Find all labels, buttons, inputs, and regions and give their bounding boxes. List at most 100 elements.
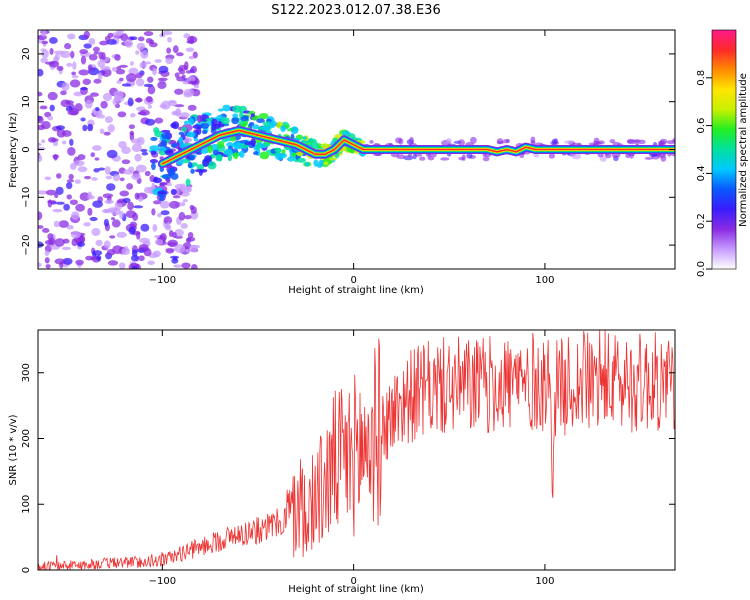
spectrogram-noise-blob xyxy=(66,179,75,183)
spectrogram-noise-blob xyxy=(135,164,147,173)
spectrogram-signal-blob xyxy=(233,152,239,160)
spectrogram-noise-blob xyxy=(178,211,186,221)
spectrogram-halo-blob xyxy=(571,153,582,160)
snr-ticks: −100 0 100 0 100 200 300 xyxy=(21,330,675,587)
spectrogram-noise-blob xyxy=(87,64,93,72)
spectrogram-signal-blob xyxy=(186,131,196,138)
spectrogram-noise-blob xyxy=(182,199,188,203)
spectrogram-noise-blob xyxy=(129,36,138,41)
spectrogram-noise-blob xyxy=(80,117,86,122)
spectrogram-halo-blob xyxy=(548,153,555,159)
spectrogram-noise-blob xyxy=(129,132,135,141)
spectrogram-halo-blob xyxy=(551,138,558,145)
spectrogram-noise-blob xyxy=(159,103,167,109)
spectrogram-noise-blob xyxy=(112,173,121,182)
spectrogram-noise-blob xyxy=(173,264,182,268)
spectrogram-noise-blob xyxy=(41,121,51,130)
spectrogram-noise-blob xyxy=(38,211,43,221)
spectrogram-noise-blob xyxy=(60,99,71,108)
spectrogram-halo-blob xyxy=(672,138,675,143)
spectrogram-noise-blob xyxy=(185,70,193,74)
spectrogram-signal-blob xyxy=(302,136,307,140)
spectrogram-signal-blob xyxy=(239,150,245,158)
spectrogram-noise-blob xyxy=(44,111,52,118)
spectrogram-noise-blob xyxy=(176,52,184,57)
spectrogram-noise-blob xyxy=(191,264,198,269)
spectrogram-noise-blob xyxy=(56,129,66,138)
spectrogram-halo-blob xyxy=(496,140,504,145)
spectrogram-noise-blob xyxy=(89,216,98,222)
spectrogram-ytick-label: −10 xyxy=(21,187,32,208)
spectrogram-noise-blob xyxy=(65,181,73,190)
spectrogram-noise-blob xyxy=(97,59,106,68)
spectrogram-noise-blob xyxy=(67,147,76,156)
spectrogram-halo-blob xyxy=(461,154,466,161)
spectrogram-noise-blob xyxy=(147,76,154,83)
spectrogram-noise-blob xyxy=(137,111,147,116)
spectrogram-noise-blob xyxy=(119,190,130,197)
spectrogram-noise-blob xyxy=(133,205,144,209)
spectrogram-signal-blob xyxy=(296,157,306,163)
spectrogram-signal-blob xyxy=(250,113,255,118)
spectrogram-noise-blob xyxy=(60,90,67,96)
spectrogram-noise-blob xyxy=(135,72,143,79)
spectrogram-noise-blob xyxy=(54,238,65,247)
spectrogram-noise-blob xyxy=(61,140,67,145)
spectrogram-noise-blob xyxy=(176,76,186,82)
spectrogram-noise-blob xyxy=(174,72,180,78)
spectrogram-signal-blob xyxy=(256,118,265,124)
spectrogram-noise-blob xyxy=(38,190,48,195)
snr-xtick-label: −100 xyxy=(149,576,176,587)
spectrogram-noise-blob xyxy=(128,67,139,75)
spectrogram-noise-blob xyxy=(127,97,134,107)
spectrogram-noise-blob xyxy=(174,228,184,237)
spectrogram-halo-blob xyxy=(533,153,539,158)
spectrogram-halo-blob xyxy=(612,141,621,146)
spectrogram-noise-blob xyxy=(140,148,148,153)
snr-xlabel: Height of straight line (km) xyxy=(288,584,424,595)
spectrogram-noise-blob xyxy=(48,60,60,68)
spectrogram-noise-blob xyxy=(114,201,123,211)
spectrogram-halo-blob xyxy=(409,136,414,144)
spectrogram-noise-blob xyxy=(92,200,103,208)
spectrogram-noise-blob xyxy=(79,87,88,91)
spectrogram-signal-blob xyxy=(150,136,158,142)
spectrogram-signal-blob xyxy=(274,147,282,154)
spectrogram-signal-blob xyxy=(259,151,270,160)
spectrogram-noise-blob xyxy=(145,96,153,103)
spectrogram-noise-blob xyxy=(40,57,48,63)
snr-xtick-label: 0 xyxy=(350,576,356,587)
spectrogram-noise-blob xyxy=(128,166,135,173)
spectrogram-noise-blob xyxy=(121,83,132,87)
spectrogram-noise-blob xyxy=(139,61,147,69)
spectrogram-noise-blob xyxy=(66,224,74,230)
spectrogram-noise-blob xyxy=(158,65,169,74)
spectrogram-signal-blob xyxy=(201,129,208,135)
spectrogram-noise-blob xyxy=(129,61,134,66)
spectrogram-noise-blob xyxy=(157,77,168,82)
spectrogram-noise-blob xyxy=(107,124,115,133)
spectrogram-noise-blob xyxy=(116,80,122,84)
spectrogram-signal-blob xyxy=(256,143,261,151)
spectrogram-noise-blob xyxy=(174,235,183,239)
spectrogram-noise-blob xyxy=(99,40,109,46)
spectrogram-halo-blob xyxy=(564,140,574,144)
spectrogram-noise-blob xyxy=(119,64,128,68)
spectrogram-signal-blob xyxy=(149,145,160,151)
spectrogram-noise-blob xyxy=(87,191,93,199)
spectrogram-noise-blob xyxy=(124,39,134,48)
spectrogram-noise-blob xyxy=(82,78,91,85)
spectrogram-noise-blob xyxy=(184,214,192,220)
spectrogram-ridge-band xyxy=(161,129,675,165)
spectrogram-noise-blob xyxy=(138,255,145,262)
spectrogram-noise-blob xyxy=(103,131,111,136)
spectrogram-signal-blob xyxy=(164,150,174,156)
spectrogram-noise-blob xyxy=(41,139,46,144)
spectrogram-noise-blob xyxy=(106,149,118,159)
spectrogram-signal-blob xyxy=(194,168,204,173)
spectrogram-noise-blob xyxy=(38,154,43,163)
spectrogram-ylabel: Frequency (Hz) xyxy=(8,112,19,188)
snr-marks xyxy=(38,330,675,570)
spectrogram-noise-blob xyxy=(66,194,72,200)
spectrogram-halo-blob xyxy=(609,139,616,144)
